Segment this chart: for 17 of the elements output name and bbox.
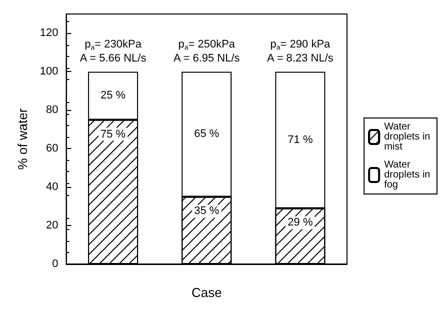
data-label: 35 % — [194, 205, 220, 218]
legend-label: Water droplets in fog — [384, 160, 434, 190]
data-label: 65 % — [194, 128, 220, 140]
data-label: 75 % — [100, 128, 126, 140]
x-axis-title: Case — [191, 285, 222, 300]
data-label: 71 % — [288, 134, 313, 146]
y-tick-label: 20 — [46, 220, 58, 232]
y-axis-title: % of water — [15, 108, 30, 170]
y-tick-label: 120 — [40, 27, 58, 40]
y-tick-label: 40 — [46, 181, 58, 194]
y-tick-label: 80 — [46, 104, 58, 116]
y-tick-label: 0 — [52, 258, 58, 270]
y-tick-label: 60 — [46, 142, 58, 155]
y-tick-label: 100 — [40, 66, 58, 78]
data-label: 25 % — [100, 90, 126, 102]
legend-label: Water droplets in mist — [384, 122, 434, 152]
data-label: 29 % — [288, 216, 313, 229]
